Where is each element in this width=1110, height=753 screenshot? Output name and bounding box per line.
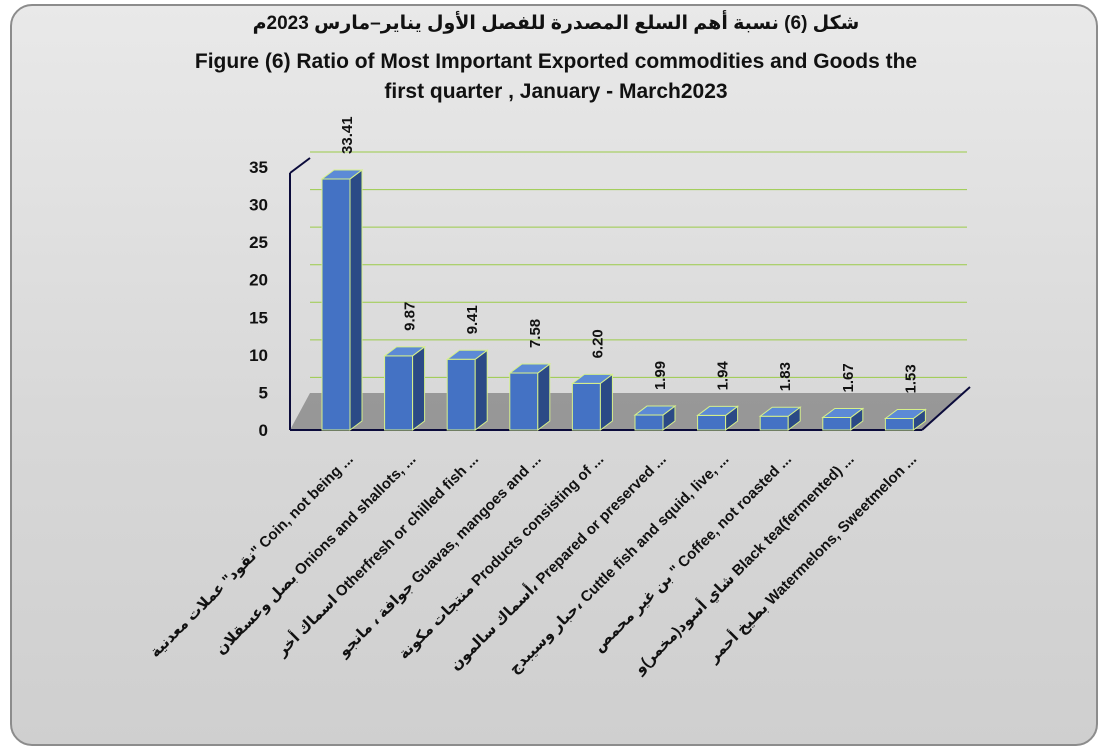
- bar: [884, 418, 914, 431]
- bar-top: [508, 363, 552, 374]
- chart-title-arabic: شكل (6) نسبة أهم السلع المصدرة للفصل الأ…: [252, 13, 860, 34]
- chart-title-line-2: first quarter , January - March2023: [384, 80, 728, 103]
- bar: [509, 372, 539, 431]
- bar: [384, 355, 414, 431]
- bar: [571, 382, 601, 431]
- bar-top: [383, 346, 427, 357]
- data-label: 1.99: [652, 361, 669, 390]
- bar-side: [599, 373, 613, 431]
- bar-top: [696, 405, 740, 416]
- y-tick-label: 15: [249, 308, 268, 327]
- bar-top: [445, 349, 489, 360]
- data-label: 1.67: [840, 363, 857, 392]
- y-tick-label: 30: [249, 196, 268, 215]
- bar-top: [883, 409, 927, 420]
- bar: [759, 415, 789, 431]
- bar-top: [821, 407, 865, 418]
- x-category-label: حبار وسيبدج، Cuttle fish and squid, live…: [506, 451, 733, 678]
- data-label: 1.94: [715, 361, 732, 391]
- y-tick-label: 35: [249, 158, 268, 177]
- y-axis-depth-line: [289, 157, 311, 174]
- y-tick-label: 20: [249, 271, 268, 290]
- data-label: 33.41: [339, 116, 356, 154]
- x-category-label: بطيخ أحمر Watermelons, Sweetmelon ...: [703, 449, 920, 666]
- y-tick-label: 5: [259, 383, 268, 402]
- bar: [446, 358, 476, 431]
- bar-top: [320, 169, 364, 180]
- bar-side: [537, 363, 551, 431]
- bar-side: [474, 349, 488, 431]
- x-axis-depth-line: [921, 386, 971, 431]
- x-category-label: شاي أسود(مخمر)و Black tea(fermented) ...: [629, 449, 858, 678]
- data-label: 6.20: [589, 329, 606, 358]
- chart-title-line-1: Figure (6) Ratio of Most Important Expor…: [194, 50, 918, 73]
- bar: [697, 414, 727, 431]
- data-label: 1.53: [902, 364, 919, 393]
- data-label: 1.83: [777, 362, 794, 391]
- bar: [822, 416, 852, 431]
- y-tick-label: 25: [249, 233, 268, 252]
- bar-top: [758, 406, 802, 417]
- bar-side: [349, 168, 363, 431]
- bar-side: [412, 345, 426, 431]
- bar-chart: 0 5 10 15 20 25 30 35 33.41 9.87 9.41 7.58 6.20 1.99 1…: [147, 116, 971, 679]
- bar: [321, 178, 351, 431]
- x-category-label: أسماك سالمون، Prepared or preserved ...: [445, 449, 669, 673]
- bar: [634, 414, 664, 431]
- data-label: 9.41: [464, 305, 481, 334]
- data-label: 9.87: [402, 302, 419, 331]
- data-label: 7.58: [527, 319, 544, 348]
- chart-frame: شكل (6) نسبة أهم السلع المصدرة للفصل الأ…: [10, 4, 1098, 746]
- bar-top: [570, 373, 614, 384]
- y-tick-label: 0: [259, 421, 268, 440]
- bar-top: [633, 405, 677, 416]
- y-tick-label: 10: [249, 346, 268, 365]
